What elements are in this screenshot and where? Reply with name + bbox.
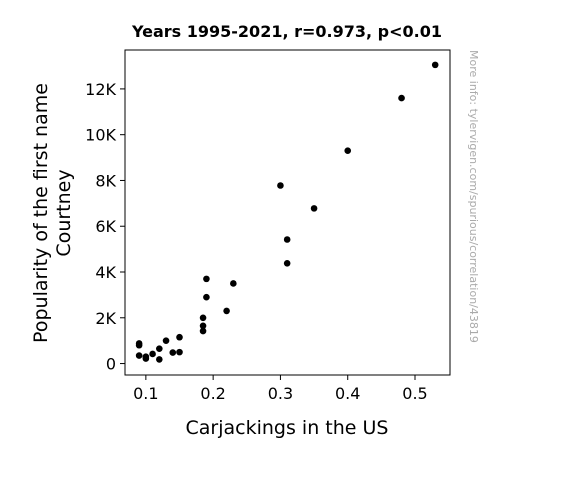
y-axis-label-line-1: Popularity of the first name	[30, 83, 52, 343]
y-tick-label: 12K	[85, 80, 116, 99]
data-point	[135, 352, 143, 359]
data-point	[203, 275, 210, 283]
data-point	[223, 307, 230, 315]
x-axis-ticks: 0.1 0.2 0.3 0.4 0.5	[133, 375, 428, 403]
x-tick-label: 0.2	[200, 384, 225, 403]
data-point	[310, 205, 318, 212]
data-point	[230, 280, 237, 287]
data-point	[431, 61, 439, 69]
x-tick-label: 0.1	[133, 384, 158, 403]
plot-area	[124, 49, 451, 376]
y-tick-label: 6K	[95, 217, 116, 236]
x-tick-label: 0.4	[335, 384, 360, 403]
data-point	[162, 337, 170, 344]
y-tick-label: 2K	[95, 309, 116, 328]
data-point	[156, 345, 163, 352]
data-point	[156, 356, 163, 363]
data-point	[344, 147, 352, 155]
data-point	[149, 350, 156, 358]
x-axis-label: Carjackings in the US	[186, 417, 389, 439]
data-point	[169, 349, 177, 356]
data-point	[283, 260, 291, 267]
y-axis-ticks: 0 2K 4K 6K 8K 10K 12K	[85, 80, 125, 374]
data-point	[203, 293, 210, 301]
x-tick-label: 0.5	[402, 384, 427, 403]
data-point	[283, 236, 291, 243]
data-point	[176, 348, 183, 356]
data-point	[199, 314, 207, 322]
y-axis-label-line-2: Courtney	[53, 169, 75, 256]
data-point	[142, 355, 150, 362]
y-tick-label: 8K	[95, 171, 116, 190]
data-point	[277, 182, 284, 189]
chart-title: Years 1995-2021, r=0.973, p<0.01	[131, 22, 442, 41]
data-point	[199, 327, 207, 335]
y-tick-label: 4K	[95, 263, 116, 282]
data-point	[135, 341, 143, 349]
data-point	[398, 94, 405, 102]
data-point	[199, 322, 207, 330]
y-tick-label: 10K	[85, 126, 116, 145]
data-point	[176, 333, 183, 341]
y-tick-label: 0	[106, 355, 116, 374]
y-axis-label: Popularity of the first name Courtney	[30, 83, 75, 343]
x-tick-label: 0.3	[268, 384, 293, 403]
watermark-text: More info: tylervigen.com/spurious/corre…	[467, 50, 480, 343]
data-points	[135, 61, 439, 363]
